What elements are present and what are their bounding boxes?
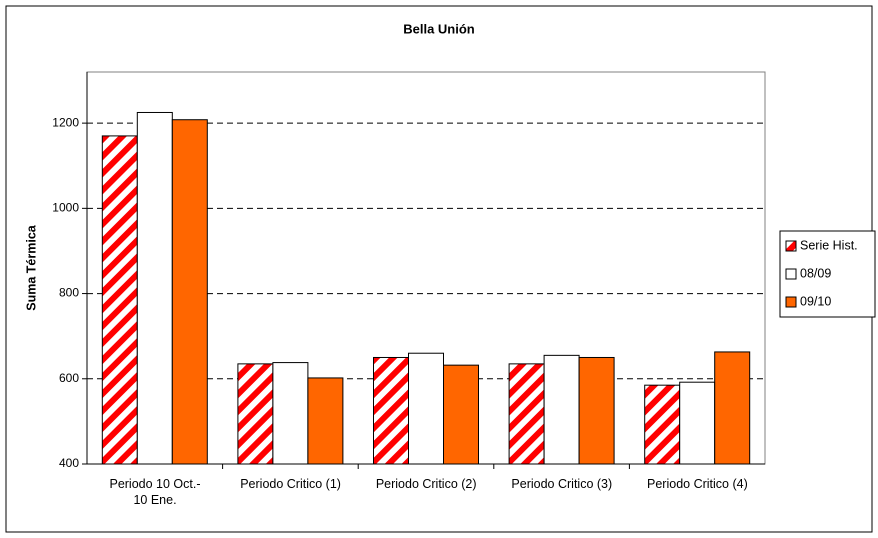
bar [543, 354, 580, 465]
bar [136, 111, 173, 465]
legend-label: Serie Hist. [800, 238, 858, 252]
legend-swatch [785, 240, 797, 252]
legend-label: 09/10 [800, 294, 831, 308]
x-tick-label: Periodo Critico (2) [375, 477, 477, 491]
legend-swatch [785, 268, 797, 280]
bar [408, 352, 444, 465]
bar [373, 356, 409, 465]
x-tick-label: Periodo Critico (3) [511, 477, 613, 491]
bar [307, 377, 344, 465]
bar [679, 381, 716, 465]
y-axis-title: Suma Térmica [24, 224, 38, 311]
x-tick-label: Periodo Critico (1) [240, 477, 341, 491]
chart-title: Bella Unión [403, 21, 475, 36]
legend-swatch [785, 296, 797, 308]
bar [644, 384, 681, 465]
legend-label: 08/09 [800, 266, 831, 280]
bar [443, 364, 479, 465]
y-tick-label: 1200 [52, 115, 79, 129]
bar [578, 356, 615, 465]
x-tick-label: Periodo Critico (4) [647, 477, 748, 491]
bar [508, 363, 545, 465]
y-tick-label: 600 [59, 371, 79, 385]
bar [714, 351, 751, 465]
bar [272, 362, 309, 465]
y-tick-label: 400 [59, 456, 79, 470]
bar [237, 363, 274, 465]
x-tick-label: Periodo 10 Oct.- 10 Ene. [109, 477, 201, 507]
bar [101, 135, 138, 465]
bar [171, 119, 208, 465]
y-tick-label: 1000 [52, 201, 79, 215]
y-tick-label: 800 [59, 286, 79, 300]
